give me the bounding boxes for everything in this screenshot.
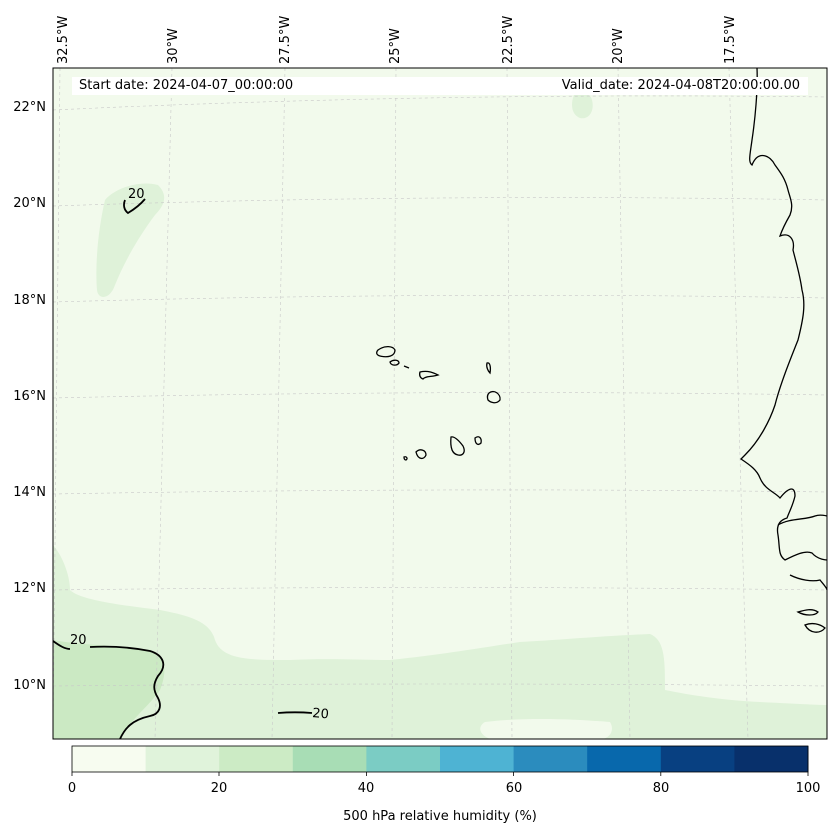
island-sao-nicolau [418, 370, 440, 380]
island-santa-luzia [403, 365, 410, 369]
contour-line-southwest [52, 640, 165, 740]
contour-line-northwest [123, 198, 146, 215]
lat-label-20n: 20°N [13, 196, 46, 211]
start-date-label: Start date: 2024-04-07_00:00:00 [79, 78, 294, 93]
colorbar-cell [366, 746, 441, 772]
graticule [52, 67, 828, 740]
lat-label-14n: 14°N [13, 485, 46, 500]
humidity-region-southwest [53, 640, 165, 739]
humidity-region-cutout [480, 719, 612, 739]
colorbar-ticks [71, 772, 809, 776]
colorbar-cell [72, 746, 147, 772]
colorbar-tick-100: 100 [795, 781, 821, 796]
island-sao-vicente [389, 359, 400, 366]
colorbar-title: 500 hPa relative humidity (%) [343, 809, 537, 824]
humidity-region-south [53, 545, 827, 739]
island-santiago [450, 436, 465, 456]
lon-label-32-5w: 32.5°W [56, 16, 71, 64]
colorbar-tick-20: 20 [210, 781, 228, 796]
colorbar-tick-0: 0 [67, 781, 77, 796]
humidity-region-north-spot [572, 93, 593, 119]
contour-lines-20 [52, 198, 313, 740]
island-sal [486, 362, 492, 375]
contour-label-southwest: 20 [70, 633, 87, 648]
map-frame [52, 67, 828, 740]
longitude-labels: 32.5°W 30°W 27.5°W 25°W 22.5°W 20°W 17.5… [56, 16, 738, 64]
valid-date-label: Valid_date: 2024-04-08T20:00:00.00 [561, 78, 800, 93]
coastlines [739, 67, 828, 633]
colorbar-cell [219, 746, 294, 772]
colorbar-cell [660, 746, 735, 772]
island-brava [403, 456, 408, 461]
island-santo-antao [376, 345, 396, 358]
lon-label-30w: 30°W [166, 28, 181, 64]
humidity-fill [53, 93, 827, 739]
lon-label-25w: 25°W [388, 28, 403, 64]
colorbar-cell [145, 746, 220, 772]
latitude-labels: 22°N 20°N 18°N 16°N 14°N 12°N 10°N [13, 100, 46, 693]
cape-verde-islands [376, 345, 501, 461]
africa-coastline [739, 67, 828, 561]
lat-label-22n: 22°N [13, 100, 46, 115]
island-boa-vista [486, 390, 501, 404]
lat-label-16n: 16°N [13, 389, 46, 404]
colorbar-cell [440, 746, 515, 772]
lon-label-27-5w: 27.5°W [278, 16, 293, 64]
island-fogo [415, 449, 427, 460]
contour-label-south: 20 [312, 706, 330, 722]
island-maio [474, 436, 482, 445]
header-bar [72, 77, 808, 95]
colorbar-tick-60: 60 [505, 781, 523, 796]
colorbar-tick-80: 80 [652, 781, 670, 796]
lon-label-20w: 20°W [611, 28, 626, 64]
colorbar [72, 746, 809, 772]
colorbar-cell [587, 746, 662, 772]
lat-label-10n: 10°N [13, 678, 46, 693]
humidity-region-northwest-plume [96, 183, 165, 297]
colorbar-frame [71, 745, 809, 773]
lat-label-18n: 18°N [13, 293, 46, 308]
colorbar-cell [513, 746, 588, 772]
colorbar-tick-40: 40 [357, 781, 375, 796]
contour-line-south [277, 711, 313, 714]
colorbar-cell [292, 746, 367, 772]
colorbar-cell [734, 746, 809, 772]
lon-label-17-5w: 17.5°W [723, 16, 738, 64]
lat-label-12n: 12°N [13, 581, 46, 596]
lon-label-22-5w: 22.5°W [501, 16, 516, 64]
contour-label-northwest: 20 [128, 187, 145, 202]
